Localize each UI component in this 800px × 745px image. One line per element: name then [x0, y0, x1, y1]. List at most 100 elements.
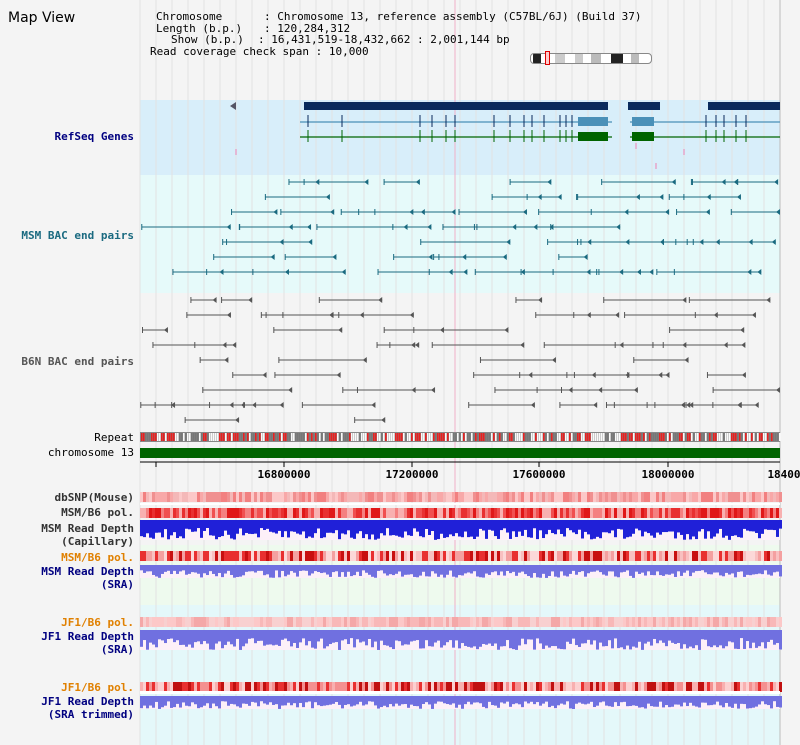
msm-b6-pol-strip: [584, 508, 587, 518]
jf1-b6-pol-strip: [392, 617, 395, 627]
dbsnp-strip: [233, 492, 236, 502]
jf1-b6-pol-strip: [197, 617, 200, 627]
track-label-chromosome[interactable]: chromosome 13: [47, 446, 134, 459]
repeat-element: [497, 433, 499, 441]
jf1-b6-pol-trim-strip: [734, 682, 737, 692]
msm-capillary-depth-bar: [608, 520, 611, 534]
jf1-b6-pol-strip: [761, 617, 764, 627]
chromosome-ideogram[interactable]: [530, 53, 652, 64]
jf1-b6-pol-strip: [677, 617, 680, 627]
msm-b6-pol-strip: [251, 508, 254, 518]
track-label-jf1-depth-1[interactable]: JF1 Read Depth: [41, 630, 134, 643]
jf1-sra-trimmed-depth-bar: [428, 696, 431, 705]
jf1-sra-trimmed-depth-bar: [308, 696, 311, 702]
track-label-jf1-depth-2[interactable]: (SRA): [100, 643, 134, 656]
track-label-dbsnp[interactable]: dbSNP(Mouse): [54, 491, 134, 504]
track-label-jf1-b6-pol-2[interactable]: JF1/B6 pol.: [61, 681, 134, 694]
repeat-element: [401, 433, 403, 441]
track-label-msm-bac[interactable]: MSM BAC end pairs: [21, 229, 134, 242]
track-label-refseq[interactable]: RefSeq Genes: [54, 130, 134, 143]
jf1-sra-trimmed-depth-bar: [203, 696, 206, 706]
jf1-sra-trimmed-depth-bar: [479, 696, 482, 704]
jf1-sra-depth-bar: [668, 630, 671, 641]
track-label-msm-depth-sra-2[interactable]: (SRA): [100, 578, 134, 591]
repeat-element: [329, 433, 331, 441]
dbsnp-strip: [203, 492, 206, 502]
jf1-sra-depth-bar: [395, 630, 398, 641]
repeat-element: [439, 433, 441, 441]
track-label-jf1-trim-2[interactable]: (SRA trimmed): [47, 708, 134, 721]
jf1-sra-depth-bar: [347, 630, 350, 645]
track-label-repeat[interactable]: Repeat: [94, 431, 134, 444]
msm-sra-depth-bar: [290, 565, 293, 572]
msm-capillary-depth-bar: [431, 520, 434, 532]
msm-capillary-depth-bar: [647, 520, 650, 534]
msm-b6-pol-strip: [221, 508, 224, 518]
repeat-element: [265, 433, 267, 441]
msm-b6-pol-sra-strip: [470, 551, 473, 561]
msm-sra-depth-bar: [602, 565, 605, 575]
jf1-b6-pol-trim-strip: [302, 682, 305, 692]
jf1-sra-depth-bar: [419, 630, 422, 649]
msm-b6-pol-strip: [530, 508, 533, 518]
jf1-b6-pol-trim-strip: [545, 682, 548, 692]
msm-capillary-depth-bar: [659, 520, 662, 535]
track-label-msm-b6-pol-1[interactable]: MSM/B6 pol.: [61, 506, 134, 519]
msm-sra-depth-bar: [524, 565, 527, 575]
dbsnp-strip: [452, 492, 455, 502]
jf1-sra-trimmed-depth-bar: [674, 696, 677, 705]
jf1-b6-pol-trim-strip: [401, 682, 404, 692]
dbsnp-strip: [407, 492, 410, 502]
msm-sra-depth-bar: [359, 565, 362, 576]
jf1-sra-trimmed-depth-bar: [452, 696, 455, 704]
repeat-element: [243, 433, 245, 441]
msm-b6-pol-strip: [299, 508, 302, 518]
jf1-b6-pol-strip: [257, 617, 260, 627]
msm-b6-pol-sra-strip: [671, 551, 674, 561]
repeat-element: [371, 433, 373, 441]
msm-sra-depth-bar: [221, 565, 224, 578]
jf1-sra-depth-bar: [569, 630, 572, 644]
msm-b6-pol-sra-strip: [488, 551, 491, 561]
ideogram-region-marker[interactable]: [545, 51, 550, 65]
msm-bac-pair: [547, 179, 552, 185]
jf1-sra-depth-bar: [695, 630, 698, 646]
track-label-msm-depth-cap-1[interactable]: MSM Read Depth: [41, 522, 134, 535]
dbsnp-strip: [560, 492, 563, 502]
jf1-b6-pol-strip: [530, 617, 533, 627]
track-label-b6n-bac[interactable]: B6N BAC end pairs: [21, 355, 134, 368]
jf1-b6-pol-trim-strip: [446, 682, 449, 692]
msm-bac-pair: [776, 209, 780, 215]
msm-b6-pol-sra-strip: [353, 551, 356, 561]
jf1-sra-trimmed-depth-bar: [641, 696, 644, 708]
msm-capillary-depth-bar: [509, 520, 512, 539]
jf1-sra-trimmed-depth-bar: [377, 696, 380, 709]
msm-capillary-depth-bar: [242, 520, 245, 536]
jf1-sra-trimmed-depth-bar: [725, 696, 728, 703]
msm-capillary-depth-bar: [710, 520, 713, 539]
jf1-b6-pol-trim-strip: [338, 682, 341, 692]
track-label-jf1-b6-pol-1[interactable]: JF1/B6 pol.: [61, 616, 134, 629]
msm-capillary-depth-bar: [167, 520, 170, 540]
repeat-element: [473, 433, 475, 441]
msm-b6-pol-strip: [761, 508, 764, 518]
jf1-sra-depth-bar: [677, 630, 680, 644]
track-label-msm-depth-cap-2[interactable]: (Capillary): [61, 535, 134, 548]
jf1-b6-pol-strip: [659, 617, 662, 627]
track-label-jf1-trim-1[interactable]: JF1 Read Depth: [41, 695, 134, 708]
msm-sra-depth-bar: [671, 565, 674, 574]
jf1-b6-pol-strip: [470, 617, 473, 627]
msm-b6-pol-strip: [698, 508, 701, 518]
msm-capillary-depth-bar: [257, 520, 260, 538]
jf1-b6-pol-strip: [311, 617, 314, 627]
track-label-msm-b6-pol-2[interactable]: MSM/B6 pol.: [61, 551, 134, 564]
jf1-sra-depth-bar: [479, 630, 482, 647]
msm-b6-pol-strip: [365, 508, 368, 518]
msm-b6-pol-strip: [740, 508, 743, 518]
jf1-b6-pol-strip: [512, 617, 515, 627]
repeat-element: [283, 433, 285, 441]
jf1-b6-pol-trim-strip: [758, 682, 761, 692]
track-label-msm-depth-sra-1[interactable]: MSM Read Depth: [41, 565, 134, 578]
dbsnp-strip: [767, 492, 770, 502]
